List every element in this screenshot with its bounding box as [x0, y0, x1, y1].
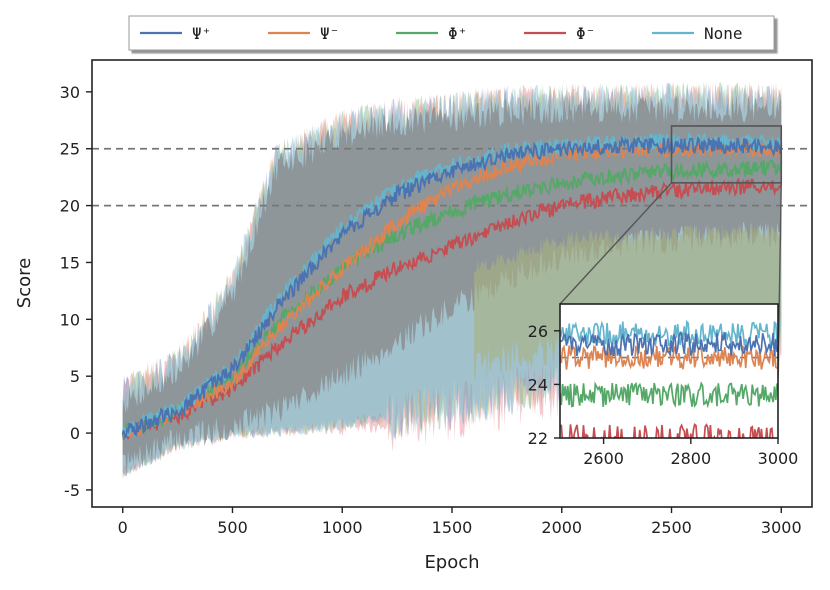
- inset-line-phi-plus: [560, 381, 778, 409]
- y-tick-label: -5: [64, 481, 80, 500]
- inset-x-tick-label: 2600: [583, 449, 624, 468]
- legend-label: None: [704, 24, 743, 43]
- inset-y-tick-label: 24: [528, 375, 548, 394]
- y-tick-label: 30: [60, 83, 80, 102]
- legend-label: Ψ⁺: [192, 24, 211, 43]
- x-axis-title: Epoch: [424, 552, 479, 573]
- legend-item-psi-plus: Ψ⁺: [140, 24, 211, 43]
- y-tick-label: 25: [60, 140, 80, 159]
- inset-y-tick-label: 22: [528, 429, 548, 448]
- legend-item-none: None: [652, 24, 743, 43]
- legend-label: Ψ⁻: [320, 24, 339, 43]
- inset-line-psi-minus: [560, 344, 778, 370]
- x-tick-label: 2500: [651, 518, 692, 537]
- x-tick-label: 2000: [541, 518, 582, 537]
- y-axis-title: Score: [14, 258, 35, 308]
- legend: Ψ⁺ Ψ⁻ Φ⁺ Φ⁻ None: [128, 15, 775, 51]
- x-tick-label: 3000: [761, 518, 802, 537]
- zoom-region: [670, 125, 783, 184]
- legend-item-phi-minus: Φ⁻: [524, 24, 595, 43]
- inset-y-tick-label: 26: [528, 322, 548, 341]
- inset-line-psi-plus: [560, 331, 778, 358]
- zoom-connector: [559, 182, 673, 305]
- inset-x-tick-label: 2800: [670, 449, 711, 468]
- y-tick-label: 15: [60, 253, 80, 272]
- x-tick-label: 500: [217, 518, 248, 537]
- band-overlap-late: [474, 223, 781, 381]
- legend-label: Φ⁺: [448, 24, 467, 43]
- legend-item-psi-minus: Ψ⁻: [268, 24, 339, 43]
- legend-label: Φ⁻: [576, 24, 595, 43]
- x-tick-label: 0: [118, 518, 128, 537]
- y-tick-label: 0: [70, 424, 80, 443]
- y-tick-label: 5: [70, 367, 80, 386]
- inset-x-tick-label: 3000: [758, 449, 799, 468]
- x-tick-label: 1500: [432, 518, 473, 537]
- y-tick-label: 10: [60, 310, 80, 329]
- inset-line-none: [560, 319, 778, 349]
- inset-background: [560, 304, 778, 438]
- legend-item-phi-plus: Φ⁺: [396, 24, 467, 43]
- x-tick-label: 1000: [322, 518, 363, 537]
- inset-frame: [559, 303, 779, 439]
- y-tick-label: 20: [60, 197, 80, 216]
